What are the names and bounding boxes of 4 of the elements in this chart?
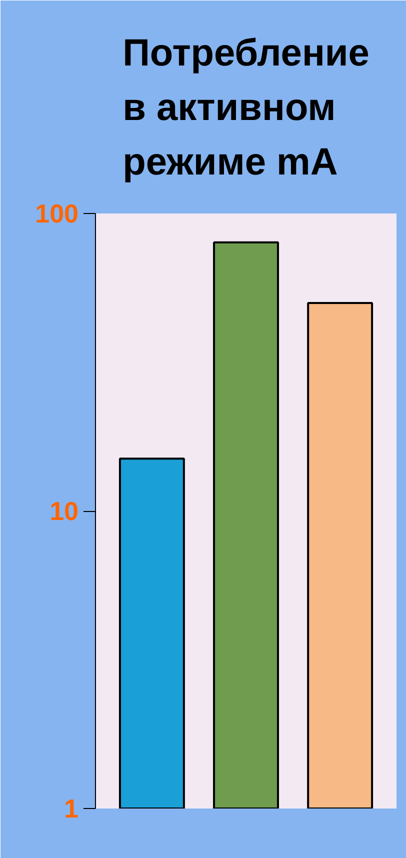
y-tick-label: 10 — [50, 496, 78, 526]
chart-title: Потребление в активном режиме mA — [122, 32, 370, 184]
y-tick-label: 1 — [64, 794, 79, 824]
y-tick-label: 100 — [35, 198, 79, 228]
